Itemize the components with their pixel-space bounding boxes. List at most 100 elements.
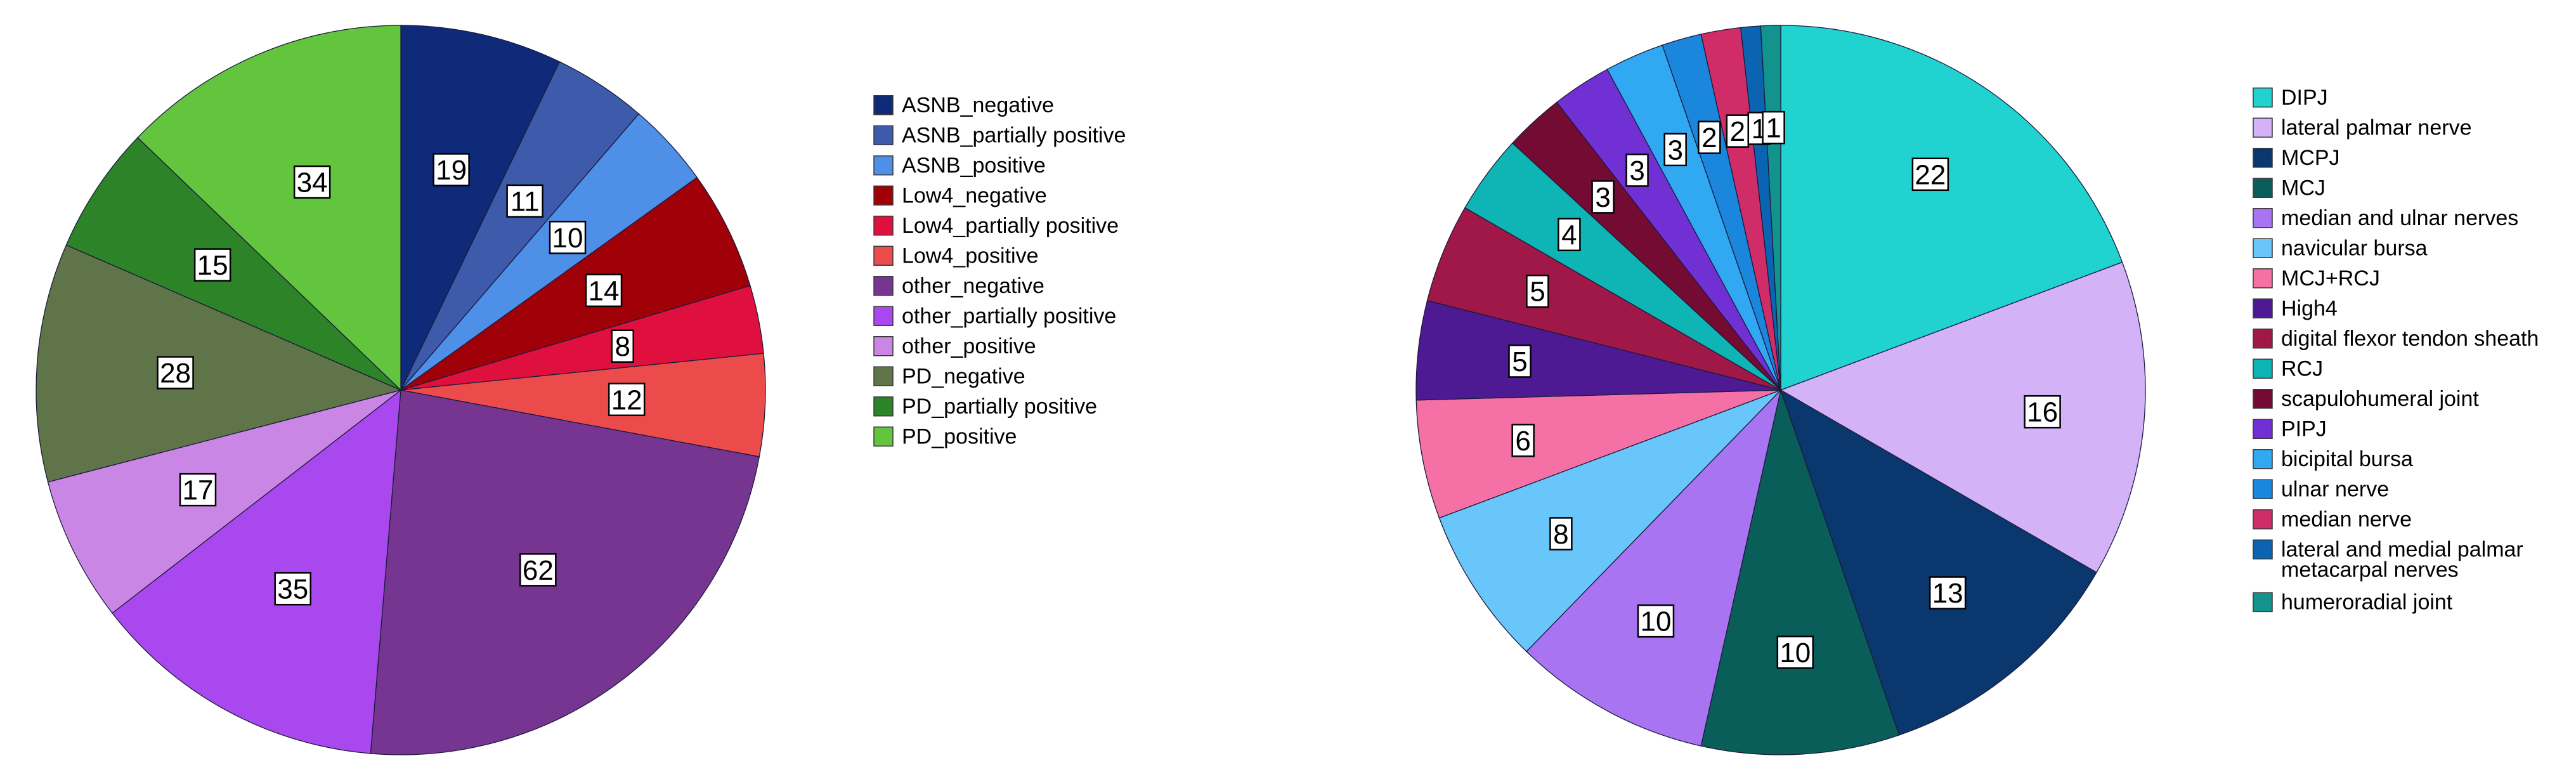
pie-2-value-label-scapulohumeral-joint: 3	[1591, 180, 1615, 214]
pie-1-value-label-pd-partially-positive: 15	[193, 248, 231, 282]
pie-1-legend-item-asnb-partially-positive: ASNB_partially positive	[873, 123, 1126, 147]
pie-2-value-label-dipj: 22	[1911, 157, 1949, 192]
pie-2-legend-label: median nerve	[2281, 507, 2412, 532]
svg-text:15: 15	[197, 250, 228, 281]
pie-1-legend-item-pd-partially-positive: PD_partially positive	[873, 395, 1097, 419]
pie-2-legend-item-mcpj: MCPJ	[2253, 146, 2340, 170]
pie-2-legend-label: ulnar nerve	[2281, 477, 2389, 501]
pie-2-legend-item-lateral-palmar-nerve: lateral palmar nerve	[2253, 115, 2471, 140]
svg-text:2: 2	[1701, 122, 1717, 153]
pie-1-slice-pd-negative	[36, 244, 402, 483]
pie-1-value-label-pd-positive: 34	[293, 165, 331, 199]
pie-1-legend-swatch	[873, 276, 894, 296]
pie-1-slice-pd-positive	[137, 25, 401, 391]
svg-text:5: 5	[1512, 346, 1527, 377]
pie-2-legend-label: digital flexor tendon sheath	[2281, 327, 2539, 351]
pie-2-slices	[1415, 25, 2146, 755]
svg-text:3: 3	[1629, 155, 1644, 186]
pie-1-legend-swatch	[873, 306, 894, 326]
pie-1-legend-item-asnb-negative: ASNB_negative	[873, 93, 1054, 117]
pie-1-legend-swatch	[873, 216, 894, 236]
pie-2-legend-item-mcj: MCJ	[2253, 176, 2326, 200]
pie-2-legend-swatch	[2253, 389, 2273, 409]
svg-text:17: 17	[183, 475, 214, 506]
svg-text:10: 10	[1779, 637, 1811, 669]
pie-1-legend-label: other_partially positive	[902, 304, 1116, 328]
pie-2-legend-swatch	[2253, 208, 2273, 228]
pie-2-slice-mcj-rcj	[1415, 389, 1781, 519]
pie-2-legend-swatch	[2253, 592, 2273, 613]
pie-2-legend-swatch	[2253, 148, 2273, 168]
pie-2-slice-navicular-bursa	[1438, 389, 1781, 653]
pie-2-value-label-ulnar-nerve: 2	[1698, 121, 1721, 154]
pie-2-legend-swatch	[2253, 509, 2273, 530]
pie-1-legend-swatch	[873, 336, 894, 356]
pie-1-legend-label: other_positive	[902, 334, 1036, 358]
pie-1-legend-swatch	[873, 125, 894, 145]
pie-1-legend-item-pd-negative: PD_negative	[873, 364, 1025, 388]
svg-text:22: 22	[1915, 159, 1946, 190]
pie-1-value-label-asnb-positive: 10	[549, 221, 587, 254]
pie-2-value-label-bicipital-bursa: 3	[1663, 133, 1687, 167]
svg-text:16: 16	[2027, 397, 2058, 428]
pie-1-legend-label: Low4_partially positive	[902, 214, 1119, 238]
pie-2-legend-label: navicular bursa	[2281, 236, 2428, 260]
svg-text:34: 34	[297, 167, 328, 199]
svg-text:35: 35	[277, 574, 308, 605]
pie-1-slice-asnb-negative	[400, 25, 561, 391]
svg-text:12: 12	[611, 384, 642, 415]
pie-2-legend: DIPJ lateral palmar nerve MCPJ MCJ median an…	[2253, 86, 2539, 614]
pie-1-slice-other-partially-positive	[112, 389, 401, 754]
pie-2-legend-item-dipj: DIPJ	[2253, 86, 2328, 110]
pie-2-legend-swatch	[2253, 419, 2273, 439]
pie-1-value-label-low4-positive: 12	[608, 382, 646, 417]
pie-1-legend-swatch	[873, 396, 894, 417]
pie-2-value-label-lateral-palmar-nerve: 16	[2024, 395, 2061, 429]
pie-1-legend-label: PD_positive	[902, 424, 1017, 448]
pie-1-value-label-asnb-partially-positive: 11	[506, 184, 543, 218]
pie-2-legend-label: PIPJ	[2281, 417, 2327, 441]
pie-2-value-label-median-and-ulnar-nerves: 10	[1637, 604, 1675, 638]
pie-1-legend-label: ASNB_partially positive	[902, 123, 1126, 147]
pie-1-value-label-low4-partially-positive: 8	[611, 329, 634, 363]
pie-2-value-label-high4: 5	[1508, 344, 1532, 378]
pie-2-value-label-mcj: 10	[1776, 636, 1814, 669]
pie-1-legend-item-asnb-positive: ASNB_positive	[873, 153, 1046, 178]
pie-1-legend-label: PD_partially positive	[902, 395, 1097, 419]
svg-text:19: 19	[436, 155, 467, 186]
pie-1-slice-other-positive	[47, 389, 401, 614]
pie-1-legend-swatch	[873, 426, 894, 447]
pie-1-slice-pd-partially-positive	[65, 137, 401, 391]
pie-1-legend-item-other-positive: other_positive	[873, 334, 1036, 358]
pie-2-legend-label: metacarpal nerves	[2281, 558, 2459, 582]
pie-1-legend-item-other-partially-positive: other_partially positive	[873, 304, 1116, 328]
pie-1-legend-item-low4-positive: Low4_positive	[873, 244, 1038, 268]
svg-text:3: 3	[1595, 182, 1610, 213]
pie-1-legend-label: ASNB_positive	[902, 153, 1046, 178]
pie-1-legend-item-low4-partially-positive: Low4_partially positive	[873, 214, 1119, 238]
pie-1-legend-label: Low4_positive	[902, 244, 1038, 268]
svg-text:5: 5	[1530, 277, 1545, 308]
svg-text:3: 3	[1667, 134, 1682, 166]
pie-2-value-label-median-nerve: 2	[1726, 114, 1750, 148]
pie-2-legend-swatch	[2253, 449, 2273, 469]
pie-2-legend-swatch	[2253, 268, 2273, 289]
pie-2-slice-median-and-ulnar-nerves	[1526, 388, 1782, 747]
pie-2-legend-item-mcj-rcj: MCJ+RCJ	[2253, 266, 2380, 291]
svg-text:1: 1	[1766, 113, 1781, 144]
pie-1-slices	[36, 25, 766, 755]
pie-1-slice-low4-positive	[400, 353, 766, 457]
svg-text:8: 8	[615, 331, 630, 362]
pie-2-value-label-humeroradial-joint: 1	[1762, 110, 1785, 145]
pie-2-legend-item-bicipital-bursa: bicipital bursa	[2253, 447, 2413, 471]
svg-text:10: 10	[552, 223, 583, 254]
pie-1-legend-swatch	[873, 155, 894, 176]
svg-text:11: 11	[511, 186, 540, 217]
pie-1-value-label-other-positive: 17	[179, 473, 217, 507]
svg-text:8: 8	[1553, 519, 1568, 550]
pie-1-value-label-other-negative: 62	[519, 553, 557, 587]
pie-1-legend-swatch	[873, 95, 894, 115]
pie-2-slice-dipj	[1780, 25, 2123, 391]
